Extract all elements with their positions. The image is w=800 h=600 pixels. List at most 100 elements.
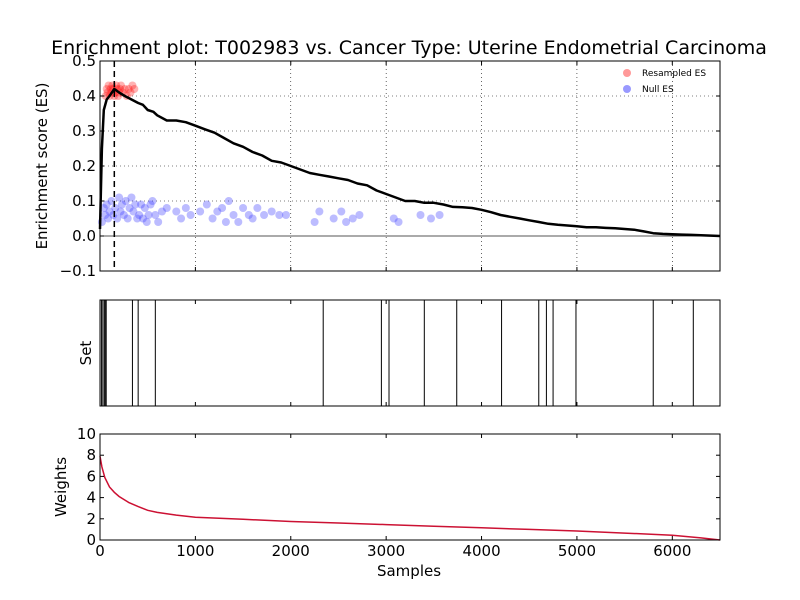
weights-x-ticks: 0 1000 2000 3000 4000 5000 6000	[95, 61, 691, 560]
null-es-point	[146, 200, 155, 209]
weights-curve-line	[99, 456, 721, 541]
null-es-point	[234, 218, 243, 226]
x-tick-label: 1000	[176, 542, 214, 560]
null-es-point	[102, 200, 111, 209]
x-tick-label: 0	[95, 542, 105, 560]
null-es-point	[142, 218, 151, 226]
null-es-point	[416, 211, 425, 219]
null-es-point	[213, 207, 222, 216]
null-es-point	[248, 214, 257, 223]
null-es-point	[224, 197, 233, 205]
set-y-axis-label: Set	[77, 341, 95, 366]
null-es-point	[348, 214, 357, 223]
resampled-es-point	[128, 81, 137, 90]
null-es-point	[117, 200, 126, 209]
weights-panel: 10 8 6 4 2 0 0 1000 2000 3000 4000 5000 6000 Weight…	[52, 61, 721, 580]
x-tick-label: 3000	[367, 542, 405, 560]
null-es-point	[154, 218, 163, 226]
legend-null-marker	[623, 85, 631, 93]
set-hit-lines	[100, 300, 694, 406]
null-es-point	[127, 193, 136, 202]
null-es-point	[229, 211, 238, 219]
null-es-point	[119, 211, 128, 219]
null-es-point	[329, 214, 338, 223]
weights-plot-frame	[99, 433, 721, 541]
null-es-point	[162, 204, 171, 212]
weights-ytick-label: 2	[86, 510, 96, 528]
null-es-point	[221, 218, 230, 226]
null-es-point	[113, 214, 122, 223]
null-es-point	[244, 211, 253, 219]
weights-ytick-label: 0	[86, 531, 96, 549]
null-es-point	[135, 211, 144, 219]
es-legend: Resampled ES Null ES	[623, 69, 706, 95]
x-tick-label: 5000	[558, 542, 596, 560]
null-es-point	[107, 197, 116, 205]
weights-y-axis-label: Weights	[52, 457, 70, 517]
null-es-point	[315, 207, 324, 216]
null-es-point	[125, 204, 134, 212]
weights-ytick-label: 4	[86, 489, 96, 507]
null-es-point	[109, 211, 118, 219]
null-es-point	[337, 207, 346, 216]
weights-ytick-label: 6	[86, 467, 96, 485]
null-es-point	[105, 207, 114, 216]
resampled-es-point	[104, 81, 113, 90]
es-ytick-label: 0.0	[72, 227, 96, 245]
null-es-point	[275, 211, 284, 219]
resampled-es-point	[126, 88, 135, 97]
null-es-point	[151, 211, 160, 219]
null-es-point	[140, 204, 149, 212]
null-es-point	[435, 211, 444, 219]
null-es-point	[389, 214, 398, 223]
null-es-points	[97, 193, 444, 226]
null-es-point	[394, 218, 403, 226]
null-es-point	[123, 214, 132, 223]
null-es-point	[138, 214, 147, 223]
null-es-point	[218, 204, 227, 212]
set-plot-frame	[99, 299, 721, 407]
null-es-point	[131, 200, 140, 209]
null-es-point	[181, 204, 190, 212]
null-es-point	[121, 197, 130, 205]
null-es-point	[253, 204, 262, 212]
es-y-ticks: 0.5 0.4 0.3 0.2 0.1 0.0 −0.1	[60, 52, 720, 280]
es-ytick-label: 0.1	[72, 192, 96, 210]
es-ytick-label: −0.1	[60, 262, 96, 280]
null-es-point	[177, 214, 186, 223]
resampled-es-point	[130, 85, 139, 93]
resampled-es-point	[116, 81, 125, 90]
es-curve-line	[98, 87, 721, 238]
null-es-point	[133, 214, 142, 223]
null-es-point	[99, 204, 108, 212]
null-es-point	[111, 204, 120, 212]
null-es-point	[158, 207, 166, 216]
null-es-point	[186, 211, 195, 219]
null-es-point	[104, 214, 113, 223]
es-y-axis-label: Enrichment score (ES)	[33, 83, 51, 250]
es-ytick-label: 0.3	[72, 122, 96, 140]
weights-ytick-label: 8	[86, 446, 96, 464]
null-es-point	[267, 207, 276, 216]
x-tick-label: 2000	[272, 542, 310, 560]
legend-resampled-label: Resampled ES	[642, 69, 706, 79]
null-es-point	[202, 200, 211, 209]
es-ytick-label: 0.4	[72, 87, 96, 105]
resampled-es-point	[124, 85, 133, 93]
x-tick-label: 6000	[653, 542, 691, 560]
null-es-point	[342, 218, 351, 226]
null-es-point	[208, 214, 217, 223]
x-axis-label: Samples	[377, 562, 441, 580]
null-es-point	[260, 211, 269, 219]
legend-resampled-marker	[623, 69, 631, 77]
null-es-point	[282, 211, 290, 219]
null-es-point	[144, 211, 153, 219]
null-es-point	[239, 204, 248, 212]
null-es-point	[101, 211, 110, 219]
null-es-point	[116, 207, 125, 216]
resampled-es-point	[102, 85, 111, 93]
null-es-point	[196, 207, 205, 216]
set-plot-area	[100, 300, 720, 406]
null-es-point	[426, 214, 435, 223]
null-es-point	[148, 197, 157, 205]
